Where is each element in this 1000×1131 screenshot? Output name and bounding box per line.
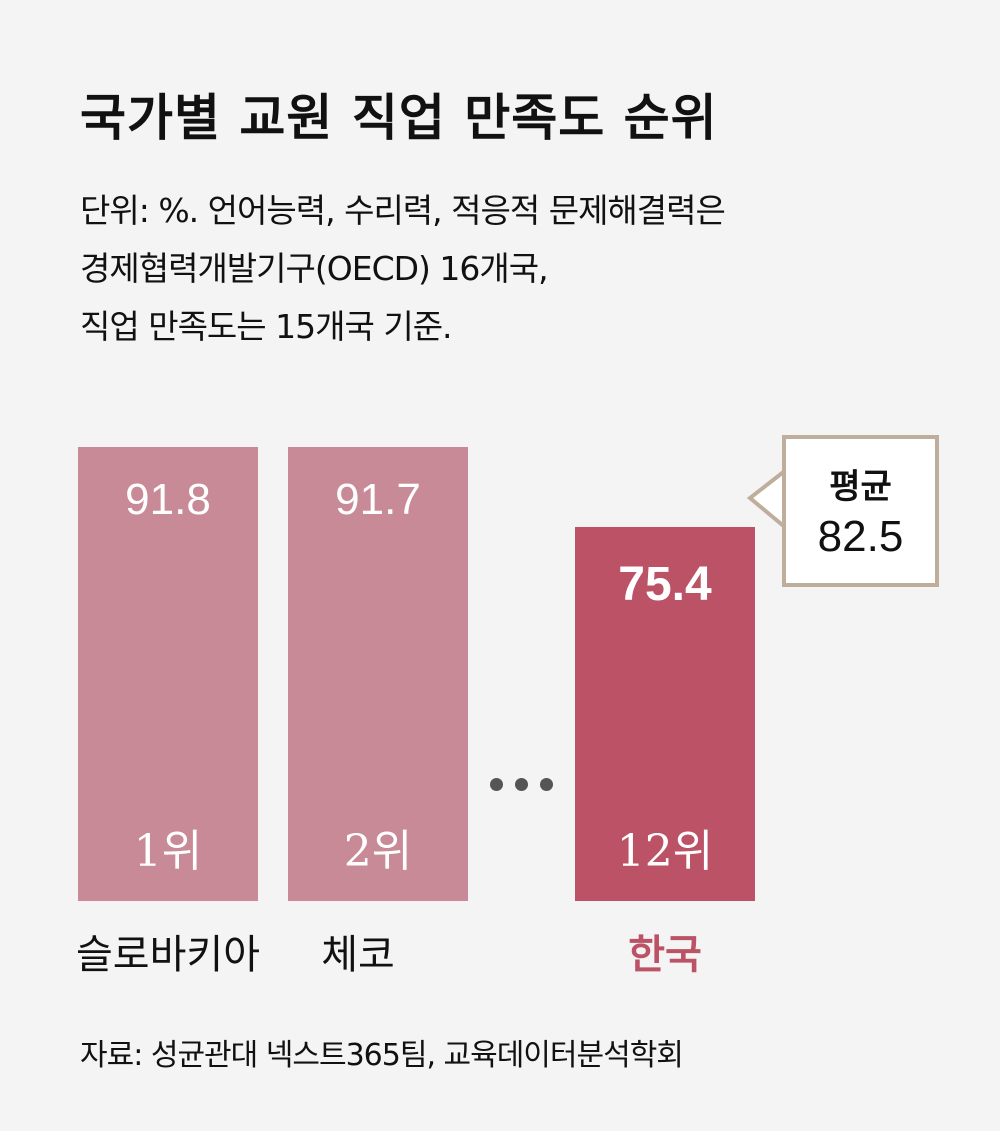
average-value: 82.5 [817,512,904,561]
category-label: 체코 [321,932,395,978]
average-callout: 평균 82.5 [782,435,939,587]
bar-slovakia: 91.8 1위 [78,447,258,901]
subtitle-line: 직업 만족도는 15개국 기준. [80,307,453,346]
callout-pointer-icon [746,468,788,530]
source-note: 자료: 성균관대 넥스트365팀, 교육데이터분석학회 [80,1038,684,1073]
bar-value: 75.4 [618,558,712,611]
bar-rank: 12위 [616,826,714,877]
ellipsis-icon [490,778,553,791]
category-label: 슬로바키아 [76,932,260,978]
bar-rank: 1위 [133,826,203,877]
bar-rank: 2위 [343,826,413,877]
subtitle-line: 단위: %. 언어능력, 수리력, 적응적 문제해결력은 [80,191,726,230]
bar-czech: 91.7 2위 [288,447,468,901]
bar-value: 91.7 [335,475,421,524]
bar-value: 91.8 [125,475,211,524]
subtitle-line: 경제협력개발기구(OECD) 16개국, [80,249,549,288]
bar-korea: 75.4 12위 [575,527,755,901]
average-label: 평균 [829,467,892,507]
category-label-highlight: 한국 [628,932,702,978]
chart-subtitle: 단위: %. 언어능력, 수리력, 적응적 문제해결력은 경제협력개발기구(OE… [80,182,726,356]
chart-title: 국가별 교원 직업 만족도 순위 [80,89,718,147]
